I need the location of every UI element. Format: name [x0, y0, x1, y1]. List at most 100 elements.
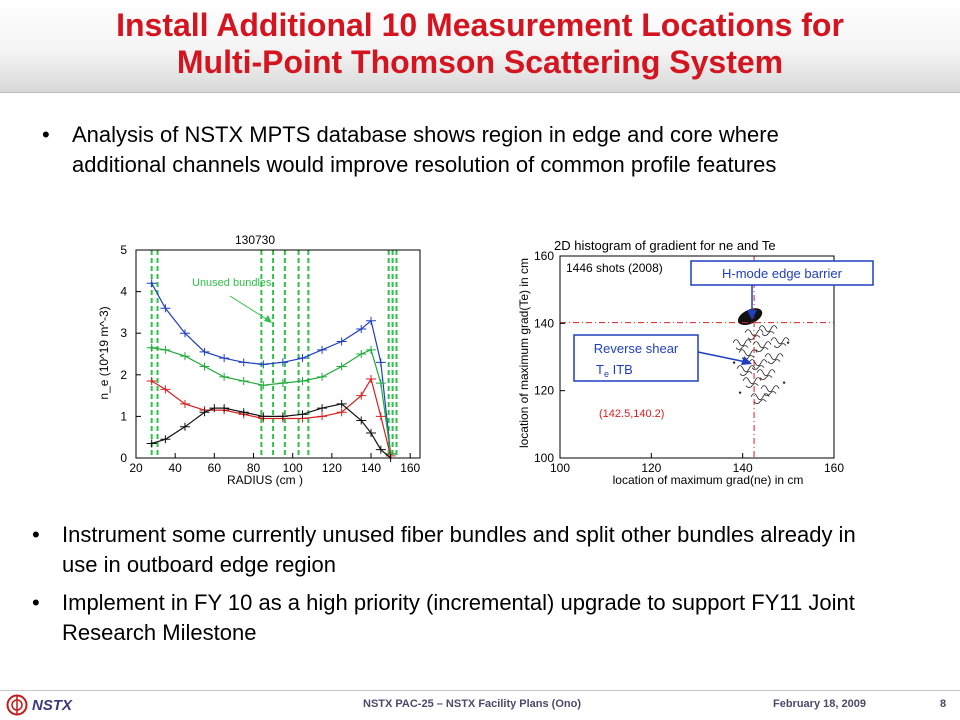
profile-data-point — [179, 399, 190, 408]
profile-data-point — [356, 391, 367, 400]
profile-data-point — [317, 345, 328, 354]
histogram-contour — [750, 393, 770, 405]
title-line-1: Install Additional 10 Measurement Locati… — [116, 7, 844, 43]
profile-data-point — [366, 345, 377, 354]
density-profile-chart: 20 40 60 80 100 120 140 160 0 1 2 3 4 5 130730 RADIUS… — [80, 228, 450, 490]
profile-data-point — [317, 412, 328, 421]
unused-bundles-annotation: Unused bundles — [192, 277, 272, 289]
profile-data-point — [356, 350, 367, 358]
chart2-x-label: location of maximum grad(ne) in cm — [613, 473, 804, 487]
reverse-shear-arrow — [697, 351, 747, 363]
y-tick-label: 100 — [534, 451, 554, 465]
reverse-shear-callout-line1: Reverse shear — [594, 341, 679, 356]
x-tick-label: 160 — [824, 461, 844, 475]
y-tick-label: 120 — [534, 384, 554, 398]
profile-data-point — [317, 404, 328, 413]
profile-data-point — [179, 422, 190, 431]
chart2-y-label: location of maximum grad(Te) in cm — [517, 258, 531, 448]
profile-data-point — [277, 379, 288, 388]
profile-data-point — [179, 352, 190, 361]
profile-data-point — [199, 408, 210, 417]
profile-data-point — [199, 362, 210, 371]
profile-data-point — [336, 362, 347, 371]
profile-data-point — [366, 429, 377, 438]
histogram-contour — [736, 365, 756, 377]
x-tick-label: 80 — [247, 461, 261, 475]
profile-data-point — [219, 354, 230, 363]
profile-data-point — [238, 408, 249, 417]
profile-data-point — [160, 385, 171, 394]
profile-data-point — [238, 358, 249, 367]
x-tick-label: 100 — [550, 461, 570, 475]
x-tick-label: 120 — [641, 461, 661, 475]
profile-data-point — [209, 404, 220, 413]
y-tick-label: 3 — [120, 326, 127, 340]
footer-divider — [0, 690, 960, 691]
histogram-contour — [752, 341, 772, 353]
profile-data-point — [146, 439, 157, 448]
histogram-dot — [782, 381, 786, 384]
hmode-arrowhead — [747, 310, 757, 320]
histogram-contour — [756, 369, 776, 381]
profile-data-point — [336, 337, 347, 346]
profile-data-point — [160, 304, 171, 313]
profile-data-point — [375, 358, 386, 367]
chart1-title: 130730 — [235, 233, 275, 247]
nstx-logo-icon — [6, 694, 28, 716]
profile-data-point — [317, 372, 328, 381]
profile-data-point — [277, 412, 288, 421]
histogram-contour — [770, 337, 790, 349]
histogram-dot — [738, 391, 742, 394]
histogram-peak-blob — [737, 308, 763, 326]
unused-bundles-arrow — [229, 295, 269, 321]
slide-title: Install Additional 10 Measurement Locati… — [0, 7, 960, 81]
profile-data-point — [146, 343, 157, 352]
histogram-dot — [732, 361, 736, 364]
x-tick-label: 120 — [322, 461, 342, 475]
histogram-contour — [760, 385, 780, 397]
histogram-dot — [786, 341, 790, 344]
profile-data-point — [297, 354, 308, 363]
chart2-subtitle: 1446 shots (2008) — [566, 261, 663, 275]
profile-data-point — [238, 377, 249, 386]
footer-center-text: NSTX PAC-25 – NSTX Facility Plans (Ono) — [363, 698, 582, 710]
profile-data-point — [356, 325, 367, 334]
bullet-implement: Implement in FY 10 as a high priority (i… — [32, 588, 892, 648]
bullet-list-top: Analysis of NSTX MPTS database shows reg… — [42, 120, 872, 180]
profile-data-point — [336, 408, 347, 417]
chart1-x-label: RADIUS (cm ) — [227, 473, 303, 487]
gradient-histogram-chart: 100 120 140 160 100 120 140 160 2D histogram of… — [512, 228, 882, 490]
x-tick-label: 60 — [208, 461, 222, 475]
bullet-analysis: Analysis of NSTX MPTS database shows reg… — [42, 120, 872, 180]
profile-data-point — [277, 358, 288, 367]
histogram-contour — [764, 353, 784, 365]
y-tick-label: 140 — [534, 316, 554, 330]
profile-data-point — [219, 404, 230, 413]
histogram-contour — [758, 325, 778, 337]
y-tick-label: 2 — [120, 368, 127, 382]
unused-bundles-arrowhead — [264, 315, 272, 323]
y-tick-label: 4 — [120, 285, 127, 299]
x-tick-label: 100 — [283, 461, 303, 475]
y-tick-label: 0 — [120, 451, 127, 465]
profile-data-point — [366, 374, 377, 383]
x-tick-label: 140 — [361, 461, 381, 475]
profile-data-point — [146, 279, 157, 288]
profile-data-point — [258, 412, 269, 421]
x-tick-label: 20 — [129, 461, 143, 475]
hmode-callout-box — [690, 260, 874, 286]
hmode-callout-text: H-mode edge barrier — [722, 266, 843, 281]
profile-data-point — [375, 379, 386, 388]
profile-data-point — [160, 435, 171, 444]
profile-data-point — [258, 360, 269, 369]
y-tick-label: 5 — [120, 243, 127, 257]
profile-data-point — [366, 316, 377, 325]
profile-data-point — [179, 329, 190, 338]
chart1-y-label: n_e (10^19 m^-3) — [97, 306, 111, 399]
profile-data-point — [297, 377, 308, 386]
profile-data-point — [375, 412, 386, 421]
footer-brand: NSTX — [32, 697, 73, 714]
title-line-2: Multi-Point Thomson Scattering System — [176, 44, 784, 80]
histogram-contour — [742, 377, 762, 389]
y-tick-label: 1 — [120, 409, 127, 423]
